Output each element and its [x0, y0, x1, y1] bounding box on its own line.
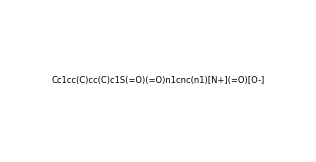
- Text: Cc1cc(C)cc(C)c1S(=O)(=O)n1cnc(n1)[N+](=O)[O-]: Cc1cc(C)cc(C)c1S(=O)(=O)n1cnc(n1)[N+](=O…: [52, 76, 264, 86]
